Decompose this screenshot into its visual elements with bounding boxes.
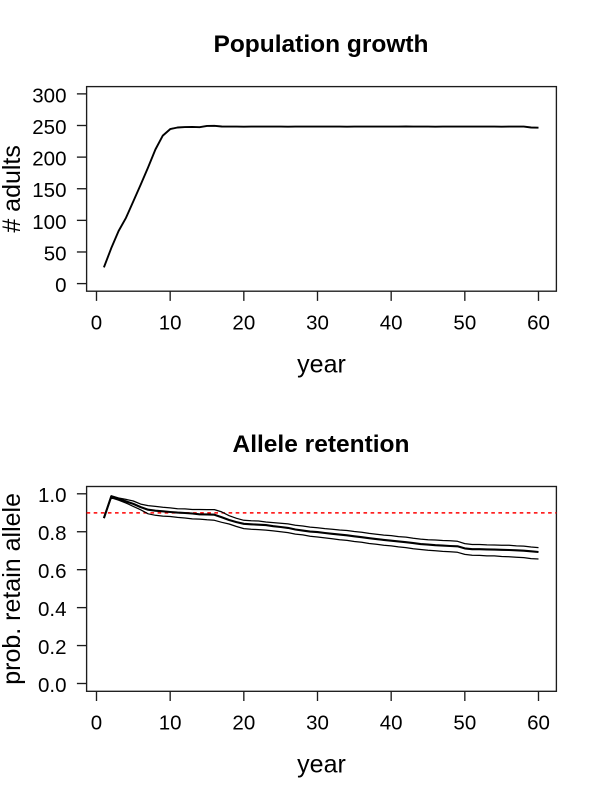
svg-text:100: 100	[32, 211, 66, 234]
svg-text:20: 20	[232, 312, 255, 335]
svg-text:Allele retention: Allele retention	[233, 431, 410, 458]
svg-text:60: 60	[527, 712, 550, 735]
svg-text:300: 300	[32, 84, 66, 107]
svg-text:10: 10	[159, 712, 182, 735]
svg-text:40: 40	[380, 312, 403, 335]
svg-text:250: 250	[32, 116, 66, 139]
svg-text:0: 0	[91, 712, 102, 735]
svg-text:prob. retain allele: prob. retain allele	[0, 493, 26, 685]
svg-text:150: 150	[32, 179, 66, 202]
svg-text:0: 0	[55, 274, 66, 297]
svg-text:20: 20	[232, 712, 255, 735]
svg-text:0.4: 0.4	[38, 598, 67, 621]
svg-text:200: 200	[32, 148, 66, 171]
svg-text:30: 30	[306, 312, 329, 335]
svg-text:Population growth: Population growth	[213, 31, 428, 58]
svg-text:0: 0	[91, 312, 102, 335]
svg-text:40: 40	[380, 712, 403, 735]
svg-text:50: 50	[453, 312, 476, 335]
svg-text:1.0: 1.0	[38, 484, 67, 507]
svg-text:# adults: # adults	[0, 145, 26, 233]
svg-text:0.2: 0.2	[38, 636, 67, 659]
svg-text:10: 10	[159, 312, 182, 335]
svg-text:year: year	[297, 351, 346, 379]
svg-text:30: 30	[306, 712, 329, 735]
svg-text:0.8: 0.8	[38, 522, 67, 545]
svg-text:0.0: 0.0	[38, 674, 67, 697]
svg-text:60: 60	[527, 312, 550, 335]
svg-text:0.6: 0.6	[38, 560, 67, 583]
svg-text:50: 50	[453, 712, 476, 735]
svg-text:year: year	[297, 751, 346, 779]
svg-text:50: 50	[44, 242, 67, 265]
